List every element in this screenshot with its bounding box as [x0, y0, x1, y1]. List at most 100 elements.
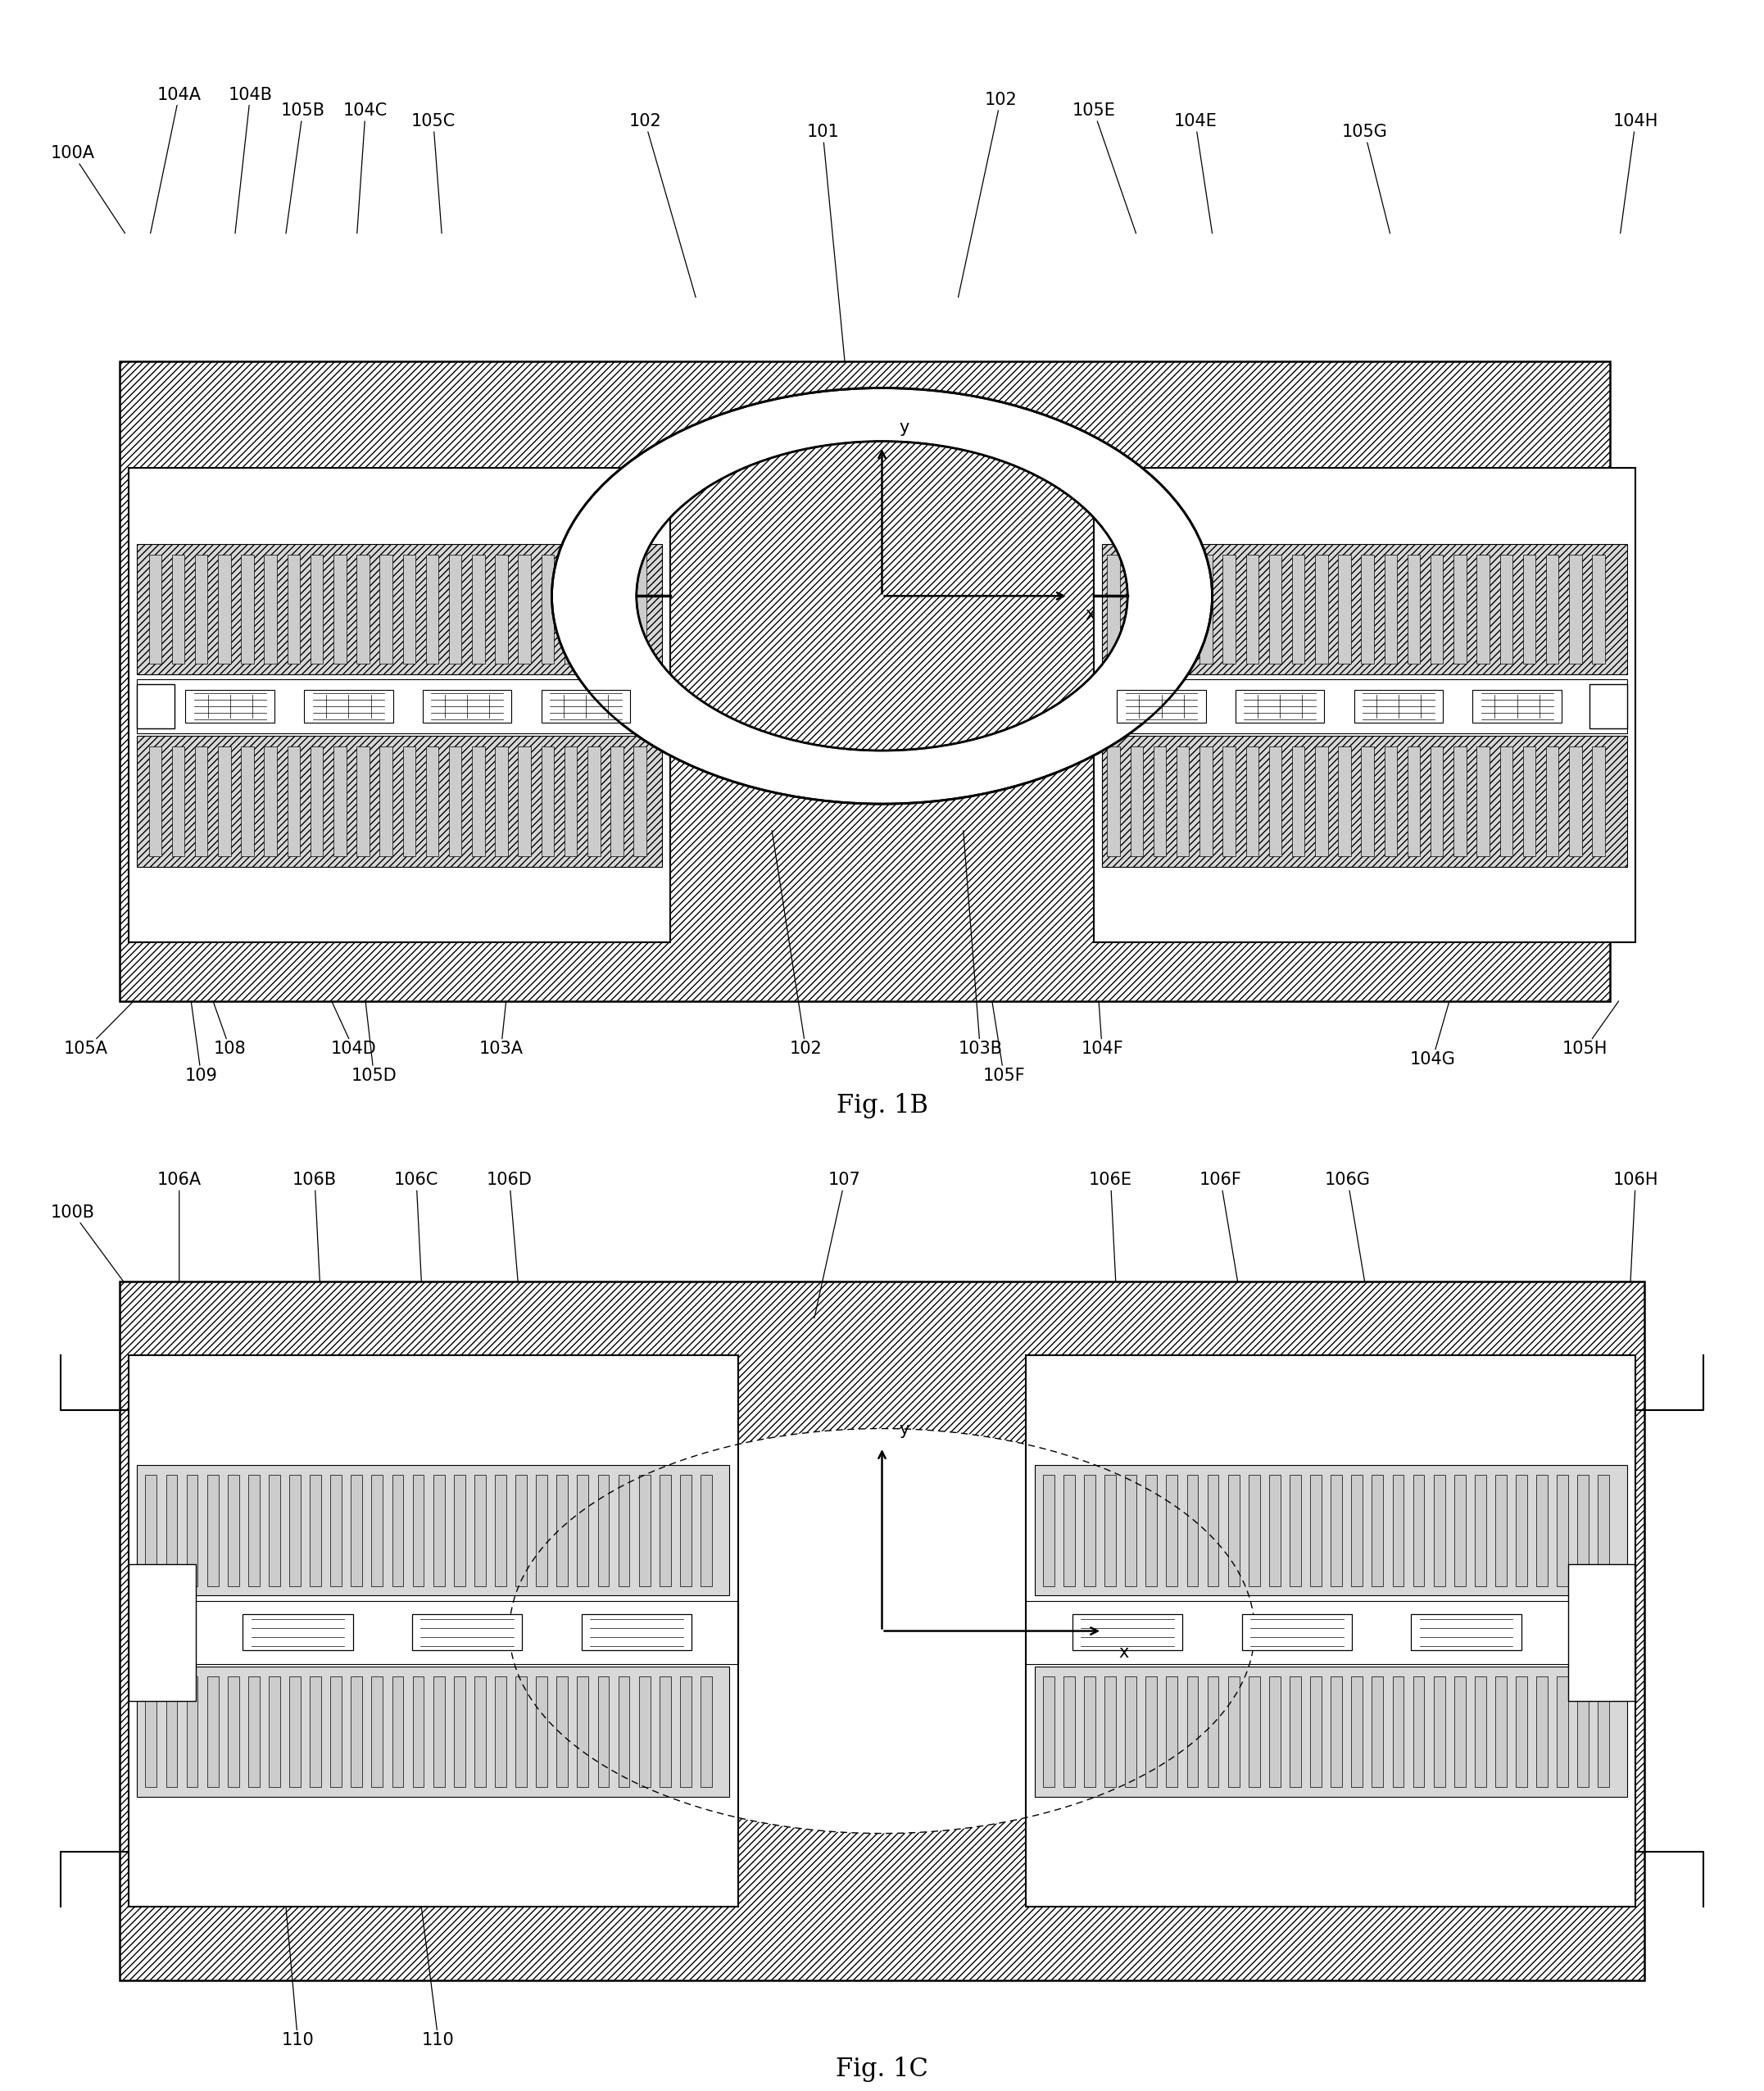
Bar — [1242, 1614, 1351, 1650]
Bar — [1314, 554, 1328, 663]
Bar — [138, 544, 661, 675]
Bar — [1568, 746, 1582, 855]
Bar — [1362, 746, 1374, 855]
Bar — [1558, 1677, 1568, 1788]
Text: 102: 102 — [628, 113, 695, 297]
Bar — [148, 746, 162, 855]
Bar — [1568, 554, 1582, 663]
Bar — [1291, 746, 1305, 855]
Bar — [660, 1474, 670, 1585]
Bar — [1454, 554, 1466, 663]
Text: 104F: 104F — [1081, 1002, 1124, 1058]
Bar — [542, 690, 630, 723]
Text: 105C: 105C — [411, 113, 455, 234]
Bar — [1385, 554, 1397, 663]
Bar — [1311, 1677, 1321, 1788]
Bar — [1027, 1355, 1635, 1907]
Bar — [536, 1474, 547, 1585]
Bar — [129, 1600, 737, 1664]
Bar — [372, 1677, 383, 1788]
Bar — [1289, 1677, 1300, 1788]
Bar — [1454, 746, 1466, 855]
Text: x: x — [1118, 1646, 1129, 1660]
Text: Fig. 1B: Fig. 1B — [836, 1094, 928, 1119]
Bar — [1043, 1677, 1055, 1788]
Bar — [129, 1355, 737, 1907]
Bar — [379, 554, 392, 663]
Text: 105G: 105G — [1342, 123, 1390, 234]
Bar — [1125, 1474, 1136, 1585]
Bar — [557, 1677, 568, 1788]
Bar — [1102, 736, 1626, 866]
Bar — [598, 1677, 609, 1788]
Bar — [1558, 1474, 1568, 1585]
Bar — [1249, 1474, 1259, 1585]
Bar — [138, 1466, 730, 1595]
Bar — [1454, 1474, 1466, 1585]
Bar — [577, 1677, 589, 1788]
Text: 106B: 106B — [293, 1171, 337, 1282]
Bar — [1536, 1474, 1547, 1585]
Bar — [1102, 544, 1626, 675]
Bar — [496, 554, 508, 663]
Bar — [1522, 746, 1536, 855]
Bar — [587, 554, 600, 663]
Bar — [679, 1677, 691, 1788]
Bar — [289, 1474, 300, 1585]
Bar — [1411, 1614, 1521, 1650]
Bar — [1131, 554, 1143, 663]
Text: 105D: 105D — [351, 1002, 397, 1083]
Bar — [1291, 554, 1305, 663]
Bar — [228, 1474, 238, 1585]
Bar — [187, 1677, 198, 1788]
Bar — [402, 746, 416, 855]
Bar — [598, 1474, 609, 1585]
Bar — [1385, 746, 1397, 855]
Bar — [1034, 1667, 1626, 1796]
Bar — [1355, 690, 1443, 723]
Bar — [1598, 1474, 1609, 1585]
Bar — [206, 1677, 219, 1788]
Bar — [1289, 1474, 1300, 1585]
Bar — [1473, 690, 1561, 723]
Bar — [610, 746, 623, 855]
Bar — [434, 1677, 445, 1788]
Bar — [633, 554, 646, 663]
Bar — [1145, 1474, 1157, 1585]
Bar — [519, 746, 531, 855]
Text: Fig. 1C: Fig. 1C — [836, 2055, 928, 2083]
Bar — [379, 746, 392, 855]
Bar — [268, 1474, 280, 1585]
Bar — [453, 1474, 466, 1585]
Bar — [639, 1677, 651, 1788]
Bar — [1522, 554, 1536, 663]
Bar — [1434, 1677, 1445, 1788]
Bar — [166, 1677, 176, 1788]
Text: 103A: 103A — [478, 1002, 524, 1058]
Bar — [351, 1474, 362, 1585]
Bar — [453, 1677, 466, 1788]
Text: 108: 108 — [213, 1002, 247, 1058]
Text: 110: 110 — [282, 1907, 314, 2049]
Text: 103B: 103B — [958, 830, 1002, 1058]
Bar — [1372, 1677, 1383, 1788]
Bar — [1598, 1677, 1609, 1788]
Bar — [310, 554, 323, 663]
Bar — [1545, 746, 1559, 855]
Bar — [1154, 746, 1166, 855]
Bar — [1200, 554, 1212, 663]
Bar — [242, 554, 254, 663]
Bar — [351, 1677, 362, 1788]
Bar — [392, 1677, 404, 1788]
Bar — [639, 1474, 651, 1585]
Bar — [1268, 1677, 1281, 1788]
Bar — [145, 1474, 157, 1585]
Text: 105B: 105B — [280, 102, 325, 234]
Bar — [145, 1677, 157, 1788]
Bar — [633, 746, 646, 855]
Bar — [120, 1282, 1644, 1980]
Bar — [1311, 1474, 1321, 1585]
Bar — [1476, 554, 1489, 663]
Bar — [475, 1677, 485, 1788]
Bar — [1330, 1474, 1342, 1585]
